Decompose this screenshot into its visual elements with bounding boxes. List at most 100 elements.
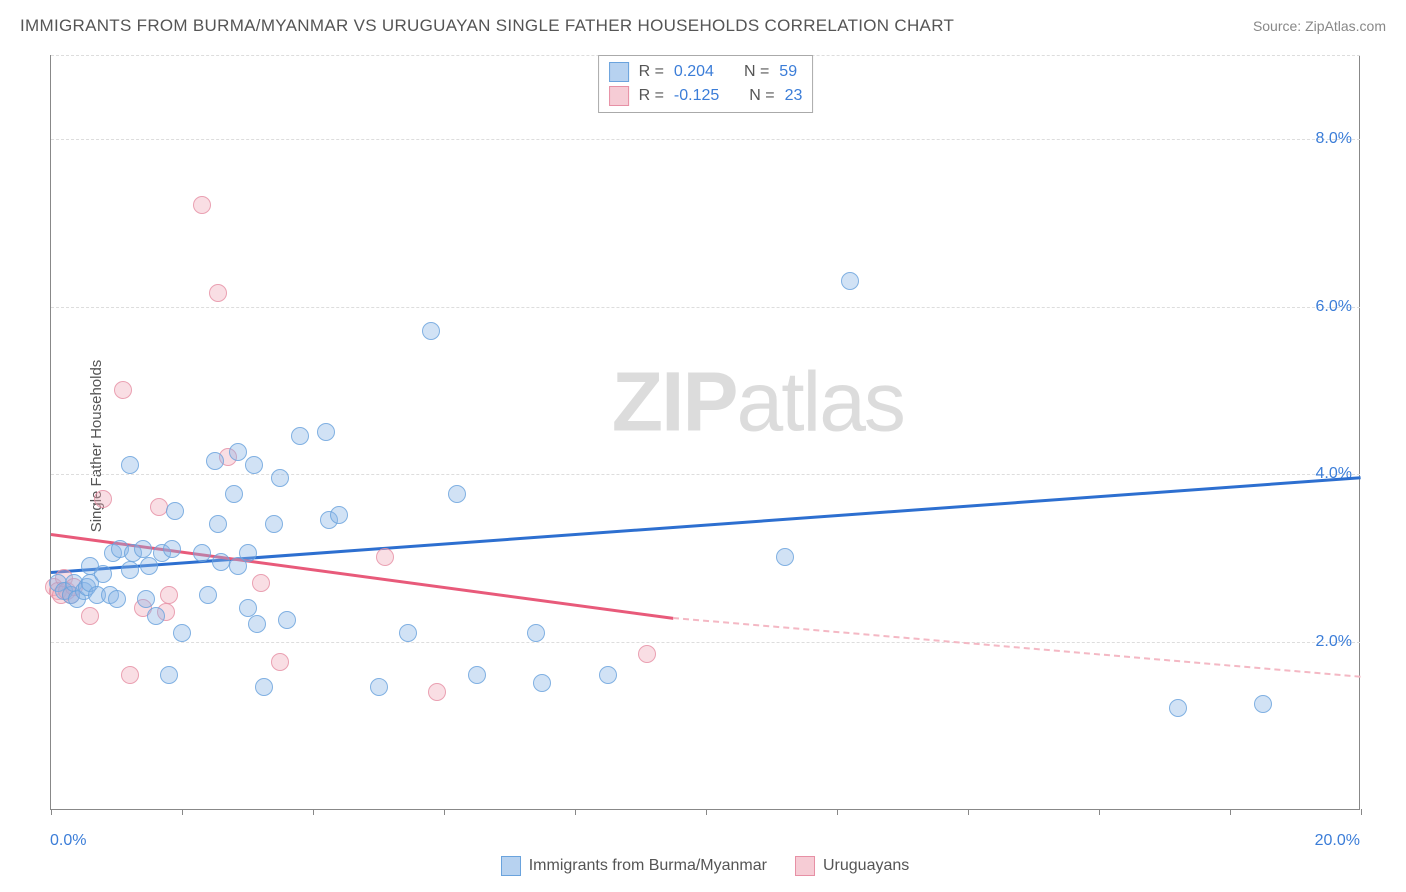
n-label: N = [749,84,774,108]
y-tick-label: 2.0% [1316,633,1352,651]
series-legend: Immigrants from Burma/Myanmar Uruguayans [50,856,1360,876]
plot-area: ZIPatlas 2.0%4.0%6.0%8.0% R = 0.204 N = … [50,55,1360,810]
blue-point [206,452,224,470]
correlation-legend: R = 0.204 N = 59 R = -0.125 N = 23 [598,55,814,113]
blue-point [121,456,139,474]
blue-point [239,599,257,617]
pink-point [193,196,211,214]
blue-point [248,615,266,633]
blue-point [173,624,191,642]
right-axis-line [1359,55,1360,809]
blue-point [370,678,388,696]
n-value-blue: 59 [779,60,797,84]
n-label: N = [744,60,769,84]
blue-point [166,502,184,520]
pink-trend-line-dashed [673,617,1361,678]
pink-point [209,284,227,302]
blue-point [108,590,126,608]
x-tick [968,809,969,815]
blue-point [448,485,466,503]
r-label: R = [639,60,664,84]
blue-point [212,553,230,571]
blue-point [291,427,309,445]
legend-label-blue: Immigrants from Burma/Myanmar [529,857,767,875]
blue-point [163,540,181,558]
x-tick [1361,809,1362,815]
blue-point [199,586,217,604]
blue-point [255,678,273,696]
blue-point [229,443,247,461]
blue-point [1169,699,1187,717]
blue-point [330,506,348,524]
x-tick [1099,809,1100,815]
watermark-zip: ZIP [612,354,737,448]
pink-point [428,683,446,701]
blue-point [265,515,283,533]
source-label: Source: [1253,18,1301,34]
y-tick-label: 8.0% [1316,130,1352,148]
legend-swatch-pink-icon [795,856,815,876]
pink-point [81,607,99,625]
blue-point [160,666,178,684]
pink-point [150,498,168,516]
x-axis-max-label: 20.0% [1315,832,1360,850]
blue-point [121,561,139,579]
blue-point [527,624,545,642]
x-tick [575,809,576,815]
chart-header: IMMIGRANTS FROM BURMA/MYANMAR VS URUGUAY… [20,16,1386,36]
blue-point [209,515,227,533]
blue-point [278,611,296,629]
grid-line [51,474,1360,475]
blue-point [271,469,289,487]
legend-label-pink: Uruguayans [823,857,909,875]
correlation-row-pink: R = -0.125 N = 23 [609,84,803,108]
pink-point [638,645,656,663]
x-axis-min-label: 0.0% [50,832,86,850]
blue-point [147,607,165,625]
pink-point [252,574,270,592]
x-tick [51,809,52,815]
r-value-blue: 0.204 [674,60,714,84]
swatch-blue-icon [609,62,629,82]
blue-point [239,544,257,562]
legend-item-pink: Uruguayans [795,856,909,876]
x-tick [706,809,707,815]
correlation-row-blue: R = 0.204 N = 59 [609,60,803,84]
blue-point [245,456,263,474]
grid-line [51,307,1360,308]
x-tick [1230,809,1231,815]
blue-point [137,590,155,608]
blue-point [399,624,417,642]
blue-point [225,485,243,503]
n-value-pink: 23 [785,84,803,108]
r-value-pink: -0.125 [674,84,719,108]
blue-point [193,544,211,562]
swatch-pink-icon [609,86,629,106]
blue-point [533,674,551,692]
blue-point [776,548,794,566]
chart-container: IMMIGRANTS FROM BURMA/MYANMAR VS URUGUAY… [0,0,1406,892]
pink-point [271,653,289,671]
source-link[interactable]: ZipAtlas.com [1305,18,1386,34]
blue-point [134,540,152,558]
pink-point [114,381,132,399]
x-tick [182,809,183,815]
y-tick-label: 6.0% [1316,298,1352,316]
r-label: R = [639,84,664,108]
x-tick [313,809,314,815]
grid-line [51,139,1360,140]
watermark-atlas: atlas [736,354,903,448]
x-tick [444,809,445,815]
legend-item-blue: Immigrants from Burma/Myanmar [501,856,767,876]
blue-point [599,666,617,684]
blue-point [94,565,112,583]
chart-title: IMMIGRANTS FROM BURMA/MYANMAR VS URUGUAY… [20,16,954,36]
blue-point [841,272,859,290]
grid-line [51,642,1360,643]
watermark: ZIPatlas [612,353,904,450]
pink-point [376,548,394,566]
pink-point [121,666,139,684]
blue-point [1254,695,1272,713]
pink-point [94,490,112,508]
blue-point [317,423,335,441]
